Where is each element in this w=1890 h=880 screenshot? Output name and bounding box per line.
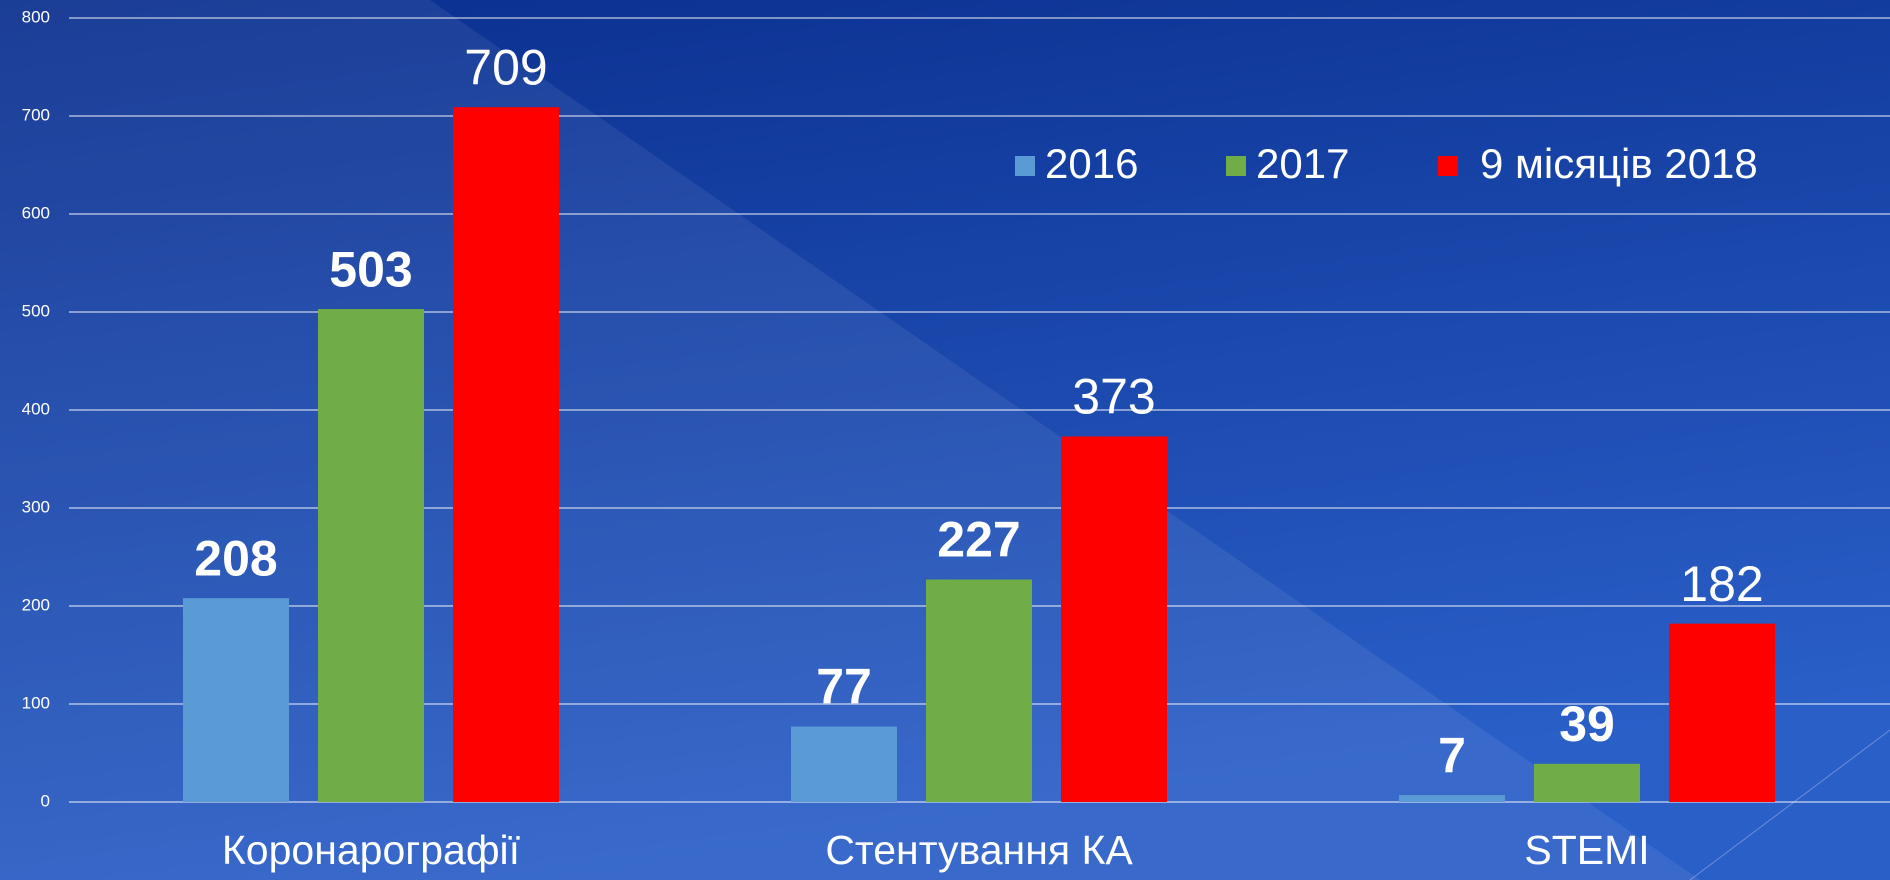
x-tick-label: Стентування КА [825,827,1133,873]
legend-swatch [1226,156,1246,176]
bar [791,726,897,802]
decor-line [1689,729,1890,880]
background-shape [0,0,1700,880]
x-tick-label: Коронарографії [222,827,520,873]
legend-swatch [1015,156,1035,176]
y-tick-label: 600 [22,203,50,222]
bar [1399,795,1505,802]
y-tick-label: 700 [22,105,50,124]
y-tick-label: 500 [22,301,50,320]
legend-label: 2016 [1045,140,1138,187]
y-tick-label: 800 [22,7,50,26]
bar [1669,623,1775,802]
x-tick-label: STEMI [1524,827,1649,873]
bar [926,579,1032,802]
bar [318,309,424,802]
y-tick-label: 100 [22,693,50,712]
data-label: 709 [464,39,547,95]
legend-label: 2017 [1256,140,1349,187]
data-label: 77 [816,659,872,715]
y-tick-label: 0 [41,791,50,810]
y-tick-label: 200 [22,595,50,614]
bar [453,107,559,803]
data-label: 39 [1559,696,1615,752]
bar [1061,436,1167,802]
y-tick-label: 300 [22,497,50,516]
y-tick-label: 400 [22,399,50,418]
bar [1534,763,1640,802]
data-label: 227 [937,512,1020,568]
data-label: 208 [194,530,277,586]
data-label: 7 [1438,727,1466,783]
bar [183,598,289,802]
data-label: 182 [1680,556,1763,612]
legend-label: 9 місяців 2018 [1480,140,1758,187]
data-label: 503 [329,241,412,297]
data-label: 373 [1072,369,1155,425]
legend-swatch [1438,156,1458,176]
